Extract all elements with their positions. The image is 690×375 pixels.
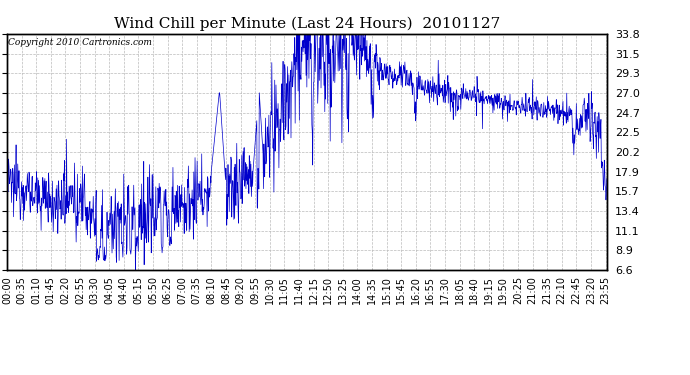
Title: Wind Chill per Minute (Last 24 Hours)  20101127: Wind Chill per Minute (Last 24 Hours) 20… — [114, 17, 500, 31]
Text: Copyright 2010 Cartronics.com: Copyright 2010 Cartronics.com — [8, 39, 152, 48]
